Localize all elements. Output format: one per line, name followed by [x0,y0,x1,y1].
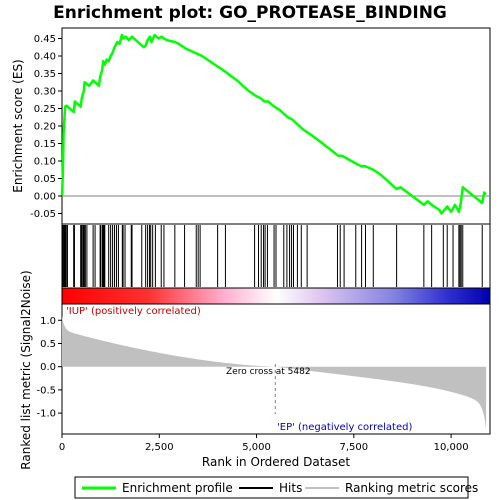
positive-correlation-label: 'IUP' (positively correlated) [66,306,201,317]
y-tick-label-top-10: 0.45 [34,34,56,45]
legend-enrichment-label: Enrichment profile [122,481,233,495]
y-tick-label-top-3: 0.10 [34,157,56,168]
y-tick-label-top-6: 0.25 [34,104,56,115]
y-tick-label-top-4: 0.15 [34,139,56,150]
x-tick-label-0: 0 [59,442,65,453]
y-tick-label-top-7: 0.30 [34,87,56,98]
y-tick-label-bottom-0: -1.0 [36,409,56,420]
y-axis-label-top: Enrichment score (ES) [11,59,25,192]
x-axis-label: Rank in Ordered Dataset [202,455,350,469]
y-axis-label-bottom: Ranked list metric (Signal2Noise) [19,270,33,469]
legend-hits-label: Hits [279,481,302,495]
y-tick-label-bottom-2: 0.0 [40,362,56,373]
y-tick-label-top-0: -0.05 [30,209,56,220]
y-tick-label-bottom-4: 1.0 [40,316,56,327]
y-tick-label-top-8: 0.35 [34,69,56,80]
y-tick-label-top-5: 0.20 [34,122,56,133]
y-tick-label-top-9: 0.40 [34,52,56,63]
x-tick-label-1: 2,500 [145,442,174,453]
y-tick-label-bottom-3: 0.5 [40,339,56,350]
zero-cross-label: Zero cross at 5482 [226,367,311,377]
legend-metric-label: Ranking metric scores [345,481,478,495]
y-tick-label-top-1: 0.00 [34,192,56,203]
x-tick-label-4: 10,000 [434,442,469,453]
y-tick-label-bottom-1: -0.5 [36,385,56,396]
x-tick-label-3: 7,500 [339,442,368,453]
chart-title: Enrichment plot: GO_PROTEASE_BINDING [53,3,447,23]
x-tick-label-2: 5,000 [242,442,271,453]
es-panel [62,28,490,224]
negative-correlation-label: 'EP' (negatively correlated) [277,422,412,433]
rank-gradient-bar [62,288,490,304]
y-tick-label-top-2: 0.05 [34,174,56,185]
legend: Enrichment profile Hits Ranking metric s… [75,477,478,498]
